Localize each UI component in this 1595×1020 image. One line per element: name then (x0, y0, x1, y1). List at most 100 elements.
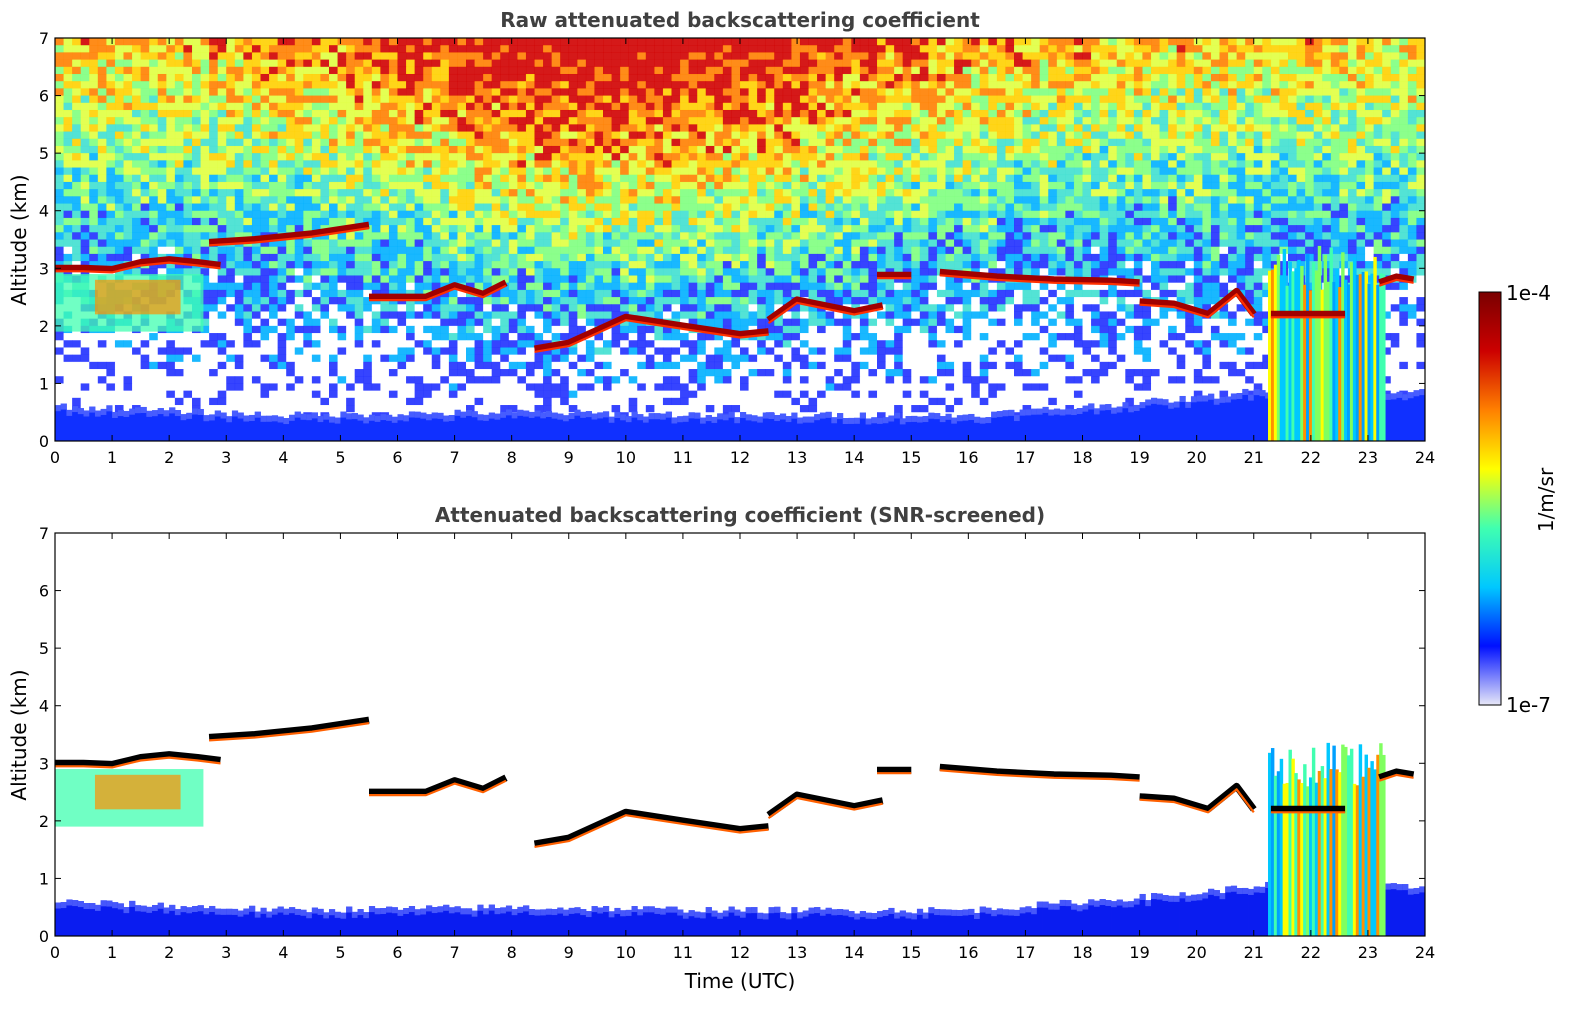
noise-cell (1399, 160, 1409, 168)
noise-cell (731, 45, 741, 53)
noise-cell (928, 145, 938, 154)
noise-cell (662, 52, 672, 60)
noise-cell (1356, 95, 1366, 104)
noise-cell (705, 160, 715, 168)
noise-cell (1022, 217, 1032, 226)
noise-cell (1099, 73, 1109, 82)
noise-cell (637, 246, 647, 255)
noise-cell (1373, 189, 1383, 197)
noise-cell (106, 52, 116, 60)
noise-cell (269, 153, 278, 161)
noise-cell (1039, 167, 1049, 176)
noise-cell (55, 81, 64, 89)
noise-cell (1219, 181, 1229, 190)
noise-cell (722, 66, 732, 75)
noise-cell (149, 246, 159, 255)
noise-cell (303, 181, 313, 190)
noise-cell (251, 95, 261, 104)
noise-cell (1347, 59, 1357, 68)
noise-cell (842, 73, 852, 82)
noise-cell (1151, 160, 1160, 168)
noise-cell (166, 261, 176, 269)
noise-cell (543, 45, 552, 53)
noise-cell (1305, 174, 1314, 183)
noise-cell (1193, 88, 1203, 96)
noise-cell (842, 189, 852, 197)
noise-cell (149, 153, 159, 161)
noise-cell (380, 174, 390, 183)
noise-cell (1416, 167, 1426, 176)
noise-cell (877, 189, 886, 197)
noise-cell (1193, 189, 1203, 197)
noise-cell (662, 181, 672, 190)
noise-cell (1056, 232, 1066, 240)
noise-cell (825, 174, 835, 183)
noise-cell (1125, 131, 1135, 140)
noise-cell (500, 239, 510, 247)
noise-cell (791, 124, 801, 132)
noise-cell (628, 232, 638, 240)
noise-cell (611, 95, 621, 104)
noise-cell (979, 196, 989, 204)
noise-cell (851, 153, 861, 161)
noise-cell (791, 131, 801, 140)
noise-cell (1339, 102, 1349, 111)
noise-cell (722, 88, 732, 96)
noise-cell (466, 246, 475, 255)
noise-cell (1091, 174, 1100, 183)
noise-cell (140, 124, 150, 132)
noise-cell (1099, 138, 1109, 147)
noise-cell (928, 239, 938, 247)
noise-cell (714, 160, 724, 168)
noise-cell (431, 131, 441, 140)
noise-cell (1270, 131, 1280, 140)
noise-cell (149, 117, 159, 125)
noise-cell (294, 102, 304, 111)
noise-cell (440, 95, 450, 104)
noise-cell (1288, 225, 1297, 233)
noise-cell (414, 181, 424, 190)
noise-cell (697, 167, 707, 176)
noise-cell (1108, 160, 1118, 168)
noise-cell (1005, 232, 1015, 240)
noise-cell (448, 117, 458, 125)
noise-cell (1193, 203, 1203, 212)
noise-cell (388, 73, 398, 82)
noise-cell (1339, 232, 1349, 240)
noise-cell (859, 131, 869, 140)
noise-cell (782, 174, 792, 183)
noise-cell (1322, 160, 1332, 168)
noise-cell (859, 217, 869, 226)
noise-cell (962, 167, 972, 176)
noise-cell (423, 232, 433, 240)
noise-cell (1279, 117, 1289, 125)
noise-cell (1048, 174, 1058, 183)
noise-cell (251, 81, 261, 89)
noise-cell (560, 253, 570, 262)
noise-cell (551, 88, 561, 96)
noise-cell (988, 145, 998, 154)
noise-cell (1073, 167, 1083, 176)
noise-field (55, 38, 1426, 442)
noise-cell (1253, 232, 1263, 240)
noise-cell (363, 117, 373, 125)
noise-cell (508, 52, 518, 60)
noise-cell (1005, 189, 1015, 197)
noise-cell (106, 81, 116, 89)
noise-cell (774, 38, 784, 46)
noise-cell (132, 109, 141, 118)
noise-cell (774, 239, 784, 247)
noise-cell (945, 239, 955, 247)
noise-cell (894, 239, 903, 247)
noise-cell (825, 88, 835, 96)
noise-cell (157, 73, 167, 82)
noise-cell (55, 52, 64, 60)
noise-cell (945, 131, 955, 140)
noise-cell (286, 138, 296, 147)
noise-cell (63, 232, 73, 240)
noise-cell (140, 160, 150, 168)
noise-cell (697, 174, 707, 183)
noise-cell (149, 232, 159, 240)
noise-cell (1168, 117, 1177, 125)
noise-cell (534, 160, 544, 168)
